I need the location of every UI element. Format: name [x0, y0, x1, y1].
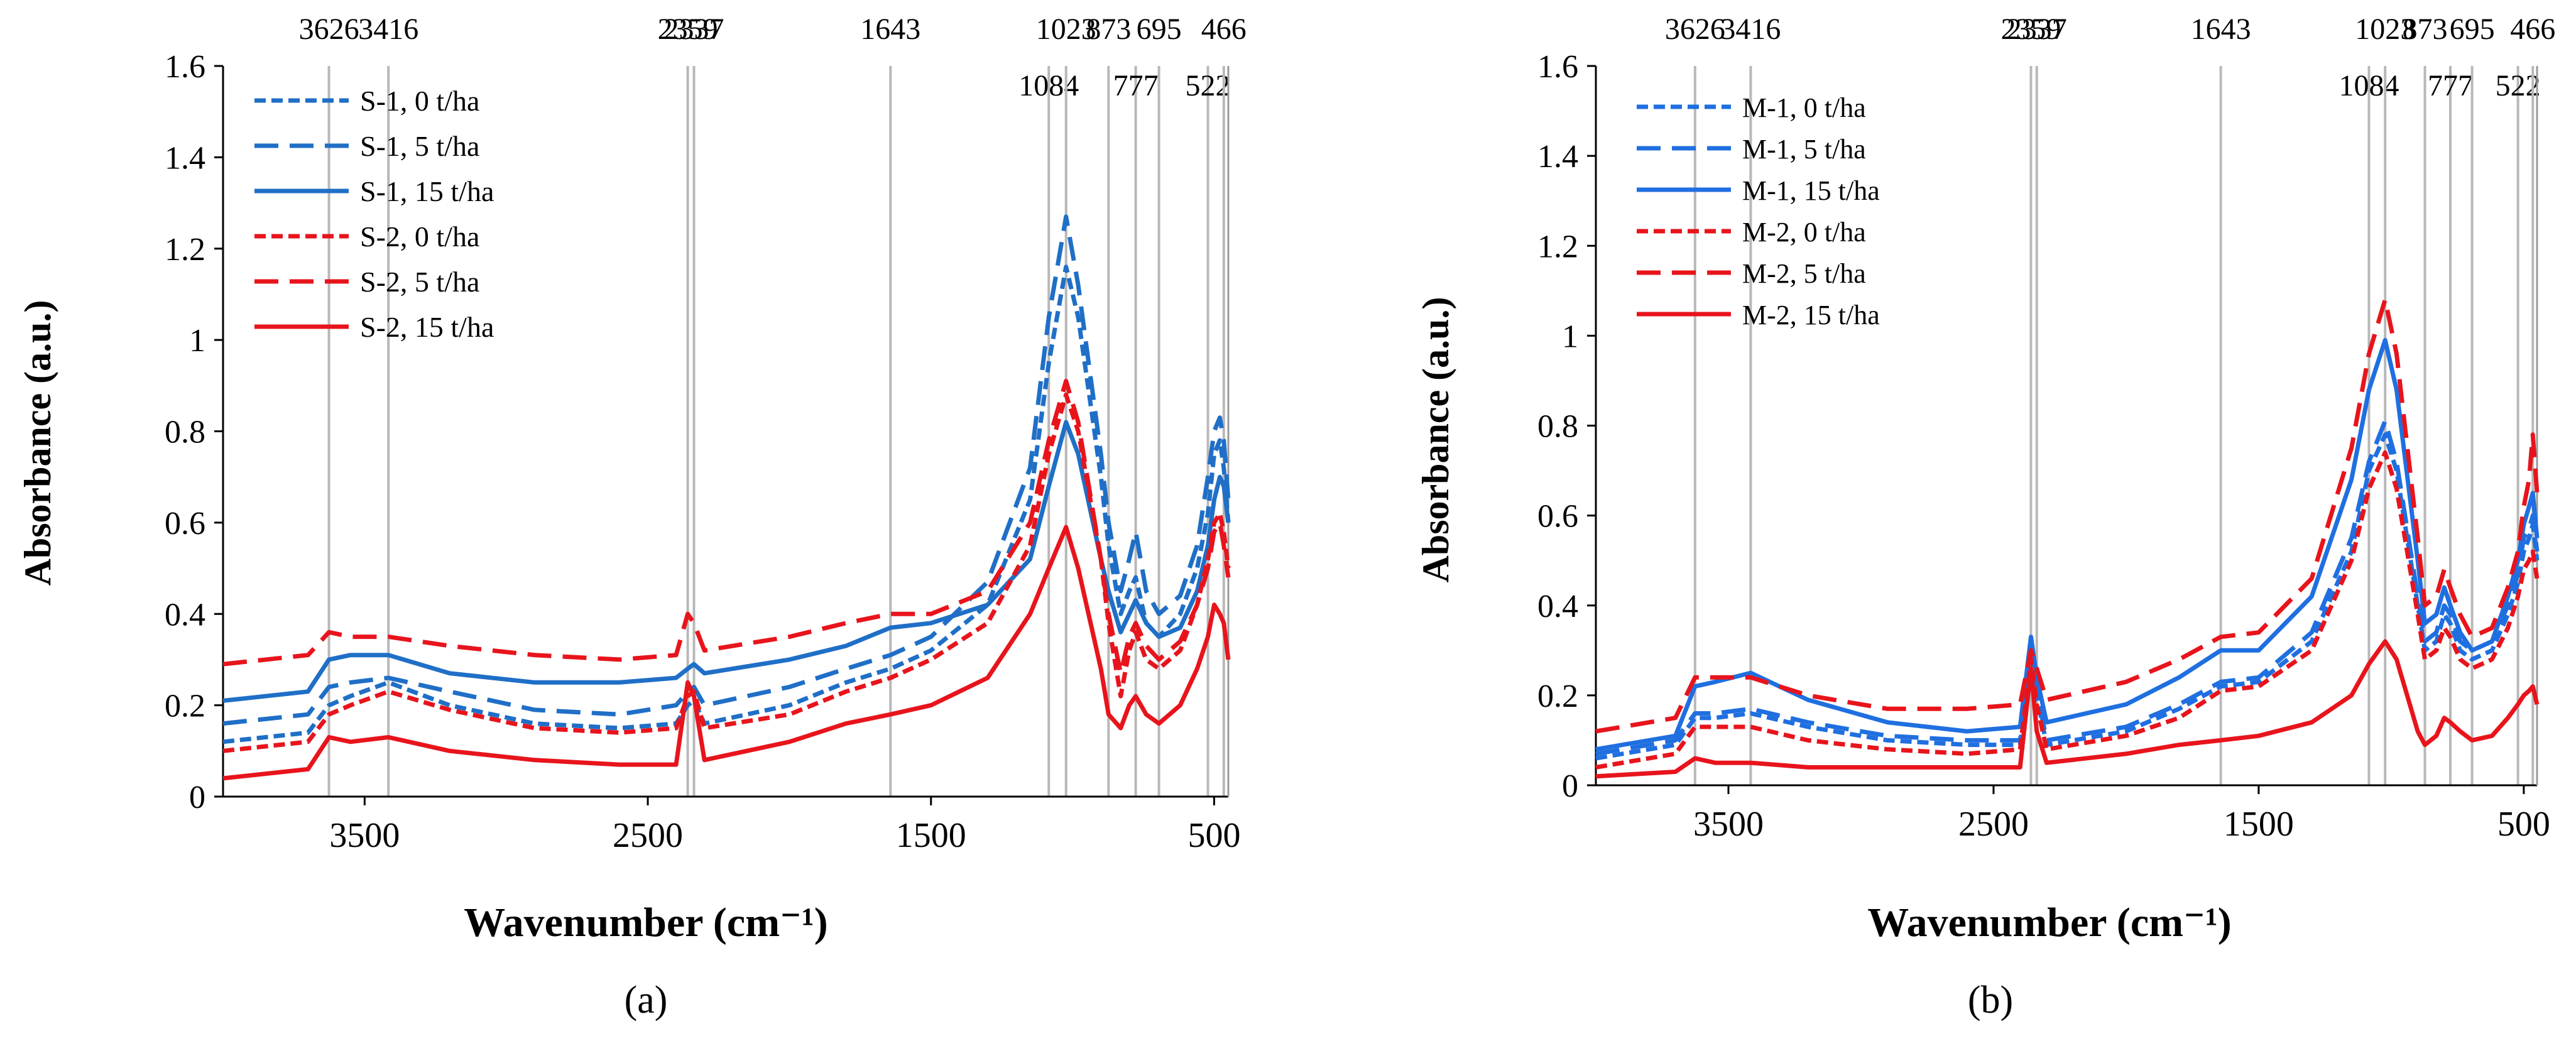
legend-label: M-1, 0 t/ha: [1742, 92, 1866, 123]
series-line-s-1-15-t-ha: [222, 420, 1231, 703]
x-tick-label: 3500: [1693, 805, 1764, 844]
y-tick-label: 0.2: [165, 689, 205, 724]
y-tick-label: 0: [1562, 768, 1578, 804]
panel-a: Absorbance (a.u.) Wavenumber (cm⁻¹) (a) …: [17, 13, 1247, 1021]
reference-label-1023: 1023: [2355, 13, 2415, 46]
panel-caption: (b): [1968, 979, 2013, 1021]
y-tick-label: 1.6: [1537, 49, 1578, 85]
x-tick-label: 500: [1187, 816, 1240, 855]
reference-label-2337: 2337: [2007, 13, 2067, 46]
reference-label-3416: 3416: [358, 13, 418, 46]
y-tick-label: 0.6: [165, 506, 205, 542]
panel-b: Absorbance (a.u.) Wavenumber (cm⁻¹) (b) …: [1415, 13, 2555, 1021]
reference-label-695: 695: [2450, 13, 2495, 46]
y-tick-label: 0: [189, 780, 205, 815]
legend-label: S-2, 15 t/ha: [360, 311, 494, 343]
x-tick-label: 500: [2497, 805, 2550, 844]
y-tick-label: 1.2: [165, 232, 205, 268]
reference-label-3626: 3626: [1665, 13, 1725, 46]
reference-label-2359: 2359: [2000, 13, 2061, 46]
series-line-m-2-5-t-ha: [1595, 297, 2540, 734]
y-tick-label: 1.4: [1537, 139, 1578, 175]
reference-label-1084: 1084: [1018, 69, 1079, 102]
reference-label-2359: 2359: [658, 13, 718, 46]
reference-label-2337: 2337: [664, 13, 724, 46]
y-tick-label: 0.8: [165, 415, 205, 450]
series-line-s-2-5-t-ha: [222, 379, 1231, 676]
series-line-m-2-15-t-ha: [1595, 639, 2540, 779]
x-tick-label: 3500: [329, 816, 400, 855]
series-line-m-2-0-t-ha: [1595, 450, 2540, 770]
y-axis-label: Absorbance (a.u.): [17, 300, 58, 586]
legend-label: S-1, 15 t/ha: [360, 175, 494, 207]
series-line-s-2-0-t-ha: [222, 392, 1231, 753]
series-line-s-2-15-t-ha: [222, 525, 1231, 781]
x-tick-label: 2500: [1958, 805, 2029, 844]
y-tick-label: 0.4: [165, 597, 205, 633]
legend-label: M-2, 0 t/ha: [1742, 217, 1866, 248]
reference-label-3626: 3626: [299, 13, 359, 46]
legend-label: S-2, 0 t/ha: [360, 221, 479, 253]
reference-label-466: 466: [2510, 13, 2555, 46]
x-axis-label: Wavenumber (cm⁻¹): [1867, 900, 2232, 945]
reference-label-777: 777: [2428, 69, 2473, 102]
legend: M-1, 0 t/ha M-1, 5 t/ha M-1, 15 t/ha M-2, 0…: [1637, 92, 1880, 330]
y-tick-label: 0.8: [1537, 409, 1578, 445]
legend-label: S-2, 5 t/ha: [360, 266, 479, 298]
reference-label-873: 873: [2403, 13, 2448, 46]
panel-caption: (a): [625, 979, 668, 1021]
reference-label-1643: 1643: [860, 13, 920, 46]
y-tick-label: 0.6: [1537, 499, 1578, 535]
y-tick-label: 1.4: [165, 140, 205, 176]
x-tick-label: 1500: [2224, 805, 2294, 844]
y-tick-label: 0.2: [1537, 678, 1578, 714]
legend-label: S-1, 0 t/ha: [360, 85, 479, 117]
x-axis-label: Wavenumber (cm⁻¹): [464, 900, 828, 945]
reference-label-1023: 1023: [1036, 13, 1096, 46]
legend-label: M-1, 15 t/ha: [1742, 175, 1880, 206]
legend-label: M-2, 15 t/ha: [1742, 300, 1880, 330]
legend: S-1, 0 t/ha S-1, 5 t/ha S-1, 15 t/ha S-2, 0…: [254, 85, 494, 343]
y-tick-label: 0.4: [1537, 589, 1578, 624]
y-tick-label: 1: [189, 323, 205, 359]
x-tick-label: 2500: [613, 816, 683, 855]
reference-label-873: 873: [1086, 13, 1131, 46]
x-tick-label: 1500: [896, 816, 966, 855]
reference-label-695: 695: [1137, 13, 1182, 46]
y-axis-label: Absorbance (a.u.): [1415, 297, 1456, 582]
y-tick-label: 1.6: [165, 49, 205, 85]
legend-label: M-2, 5 t/ha: [1742, 258, 1866, 289]
reference-label-466: 466: [1201, 13, 1247, 46]
y-tick-label: 1.2: [1537, 229, 1578, 264]
reference-label-1643: 1643: [2191, 13, 2251, 46]
reference-label-3416: 3416: [1720, 13, 1781, 46]
legend-label: M-1, 5 t/ha: [1742, 134, 1866, 165]
reference-label-777: 777: [1113, 69, 1159, 102]
y-tick-label: 1: [1562, 319, 1578, 354]
reference-label-1084: 1084: [2339, 69, 2399, 102]
series-line-m-1-15-t-ha: [1595, 338, 2540, 752]
series-line-m-1-5-t-ha: [1595, 418, 2540, 756]
series-line-s-1-5-t-ha: [222, 214, 1231, 726]
legend-label: S-1, 5 t/ha: [360, 130, 479, 162]
series-line-s-1-0-t-ha: [222, 264, 1231, 744]
